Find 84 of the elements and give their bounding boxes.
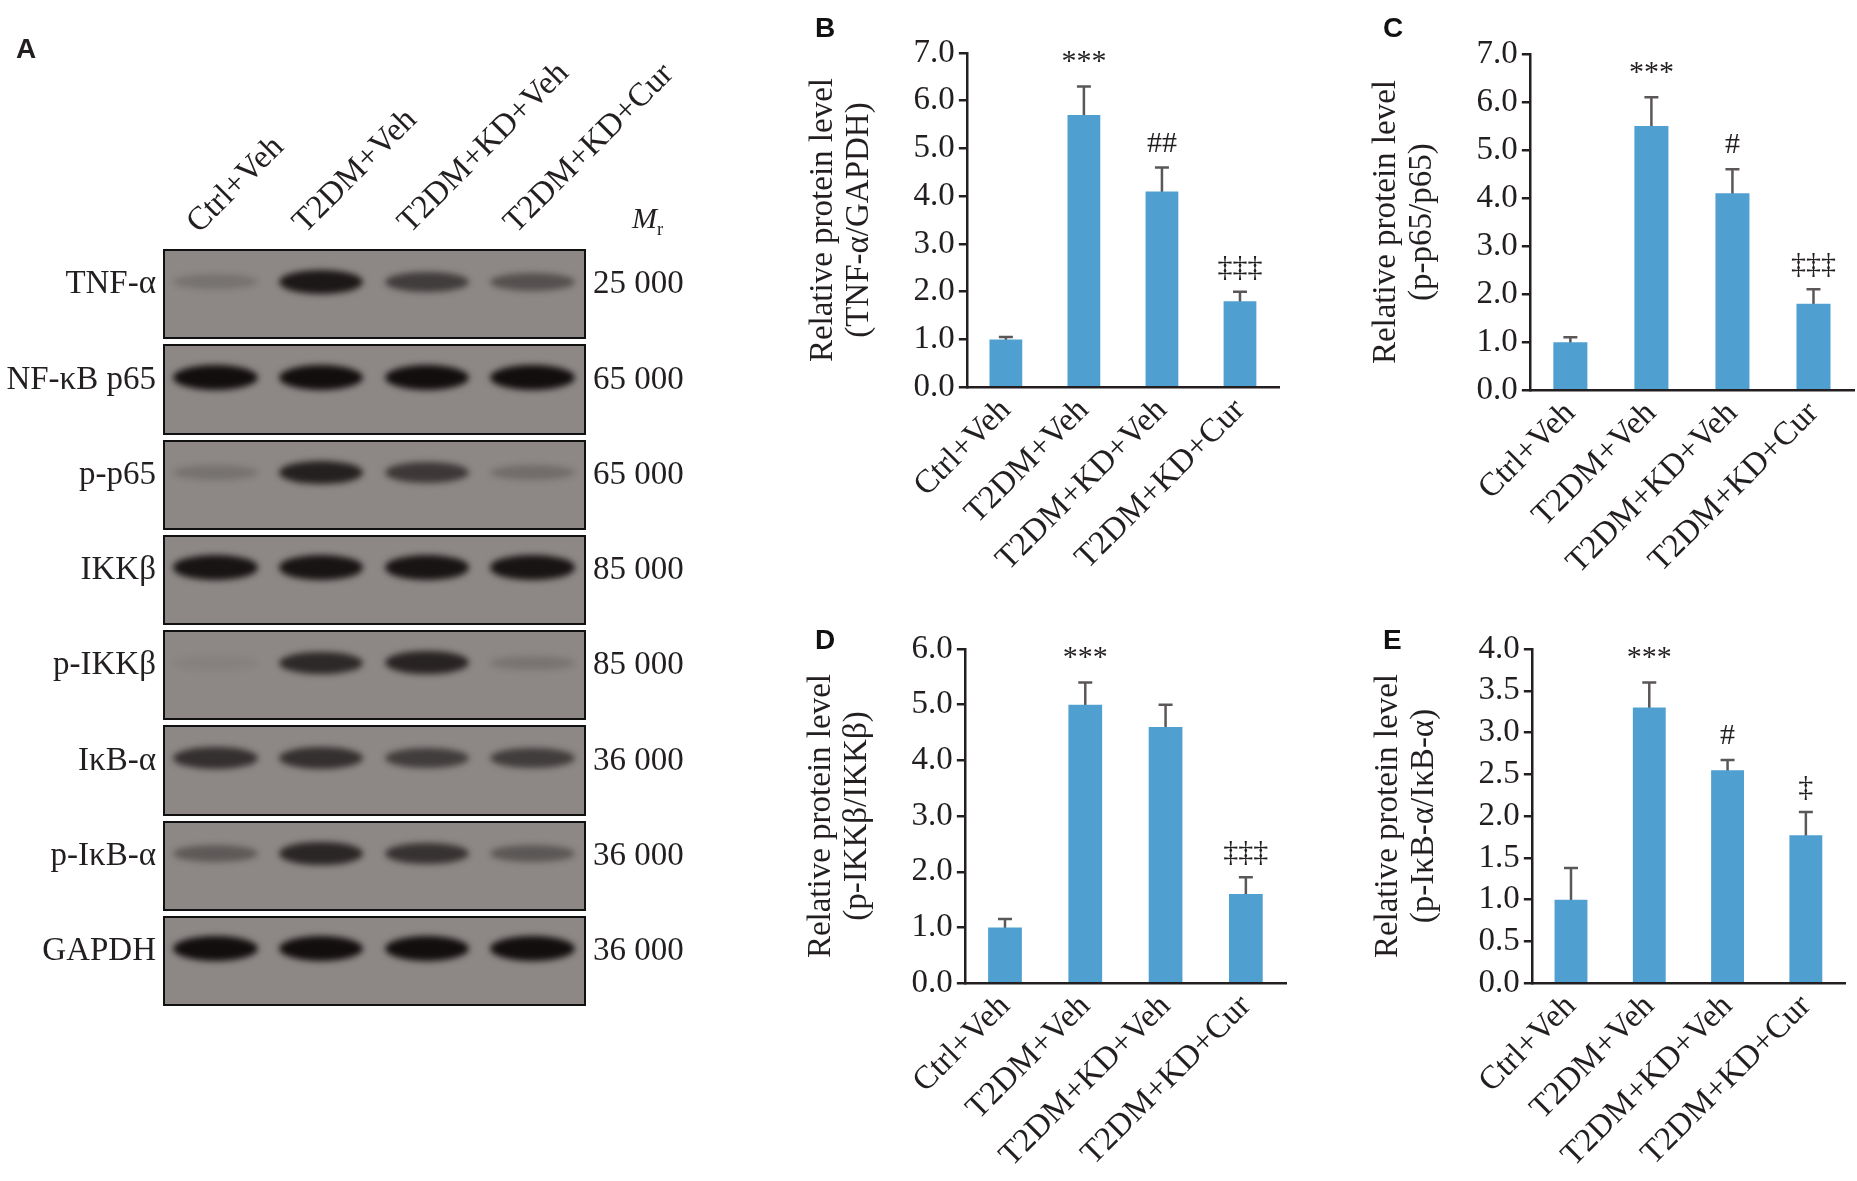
chart-title: B (815, 11, 836, 43)
bar (1067, 115, 1101, 386)
bar (1711, 770, 1745, 982)
category-label: 85 000 (593, 550, 684, 587)
y-tick-label: 7.0 (913, 32, 955, 69)
annotation: ‡ (1798, 768, 1814, 802)
category-label: 36 000 (593, 835, 684, 872)
category-label: 85 000 (593, 645, 684, 682)
category-label: 65 000 (593, 454, 684, 491)
bar (988, 927, 1022, 982)
category-label: p-IKKβ (53, 645, 156, 682)
y-tick-label: 0.5 (1478, 921, 1520, 958)
category-label: 65 000 (593, 359, 684, 396)
y-tick-label: 4.0 (1478, 628, 1520, 665)
bar (1796, 303, 1831, 389)
bar (1789, 835, 1823, 982)
text: A (16, 33, 37, 64)
y-axis-title: Relative protein level (p-IKKβ/IKKβ) (800, 674, 875, 959)
bar (1634, 126, 1669, 389)
annotation: *** (1061, 43, 1107, 77)
category-label: TNF-α (65, 264, 156, 301)
y-tick-label: 4.0 (913, 175, 955, 212)
bar (989, 339, 1023, 386)
y-tick-label: 4.0 (911, 740, 953, 777)
category-label: IκB-α (78, 740, 156, 777)
y-tick-label: 2.0 (1478, 795, 1520, 832)
annotation: ‡‡‡ (1223, 834, 1269, 868)
y-tick-label: 1.5 (1478, 837, 1520, 874)
y-tick-label: 1.0 (1476, 321, 1518, 358)
annotation: *** (1626, 639, 1672, 673)
annotation: # (1720, 717, 1736, 751)
y-axis-title: Relative protein level (p-p65/p65) (1365, 80, 1440, 365)
category-label: GAPDH (42, 931, 156, 968)
y-tick-label: 7.0 (1476, 33, 1518, 70)
y-tick-label: 0.0 (1476, 369, 1518, 406)
y-tick-label: 6.0 (913, 80, 955, 117)
bar (1145, 191, 1179, 386)
y-tick-label: 3.5 (1478, 670, 1520, 707)
category-label: 36 000 (593, 931, 684, 968)
bar (1223, 301, 1257, 386)
y-tick-label: 2.0 (1476, 273, 1518, 310)
y-axis-title: Relative protein level (p-IκB-α/IκB-α) (1367, 674, 1442, 959)
chart-title: D (815, 623, 836, 655)
y-tick-label: 0.0 (911, 962, 953, 999)
category-label: p-p65 (79, 454, 156, 491)
y-tick-label: 0.0 (1478, 962, 1520, 999)
bar (1148, 726, 1183, 982)
y-tick-label: 3.0 (913, 223, 955, 260)
y-tick-label: 3.0 (1476, 225, 1518, 262)
annotation: ## (1146, 124, 1177, 158)
category-label: 25 000 (593, 264, 684, 301)
y-tick-label: 6.0 (1476, 81, 1518, 118)
y-tick-label: 5.0 (911, 684, 953, 721)
bar (1715, 193, 1750, 389)
y-tick-label: 5.0 (913, 128, 955, 165)
category-label: NF-κB p65 (6, 359, 156, 396)
category-label: 36 000 (593, 740, 684, 777)
category-label: IKKβ (80, 550, 156, 587)
annotation: ‡‡‡ (1790, 246, 1836, 280)
annotation: ‡‡‡ (1217, 248, 1263, 282)
annotation: *** (1628, 54, 1674, 88)
chart-title: E (1383, 623, 1402, 655)
y-tick-label: 5.0 (1476, 129, 1518, 166)
y-tick-label: 3.0 (911, 795, 953, 832)
category-label: p-IκB-α (50, 835, 156, 872)
y-tick-label: 4.0 (1476, 177, 1518, 214)
y-tick-label: 1.0 (1478, 879, 1520, 916)
bar (1553, 342, 1588, 389)
y-tick-label: 1.0 (913, 319, 955, 356)
annotation: *** (1062, 639, 1108, 673)
bar (1229, 894, 1263, 982)
y-tick-label: 3.0 (1478, 712, 1520, 749)
bar (1554, 899, 1588, 982)
annotation: # (1724, 126, 1740, 160)
y-tick-label: 1.0 (911, 907, 953, 944)
chart-title: C (1383, 11, 1404, 43)
y-tick-label: 2.5 (1478, 753, 1520, 790)
y-axis-title: Relative protein level (TNF-α/GAPDH) (802, 78, 877, 363)
y-tick-label: 0.0 (913, 366, 955, 403)
bar (1632, 707, 1666, 982)
y-tick-label: 2.0 (911, 851, 953, 888)
bar (1068, 704, 1103, 982)
y-tick-label: 2.0 (913, 271, 955, 308)
y-tick-label: 6.0 (911, 628, 953, 665)
